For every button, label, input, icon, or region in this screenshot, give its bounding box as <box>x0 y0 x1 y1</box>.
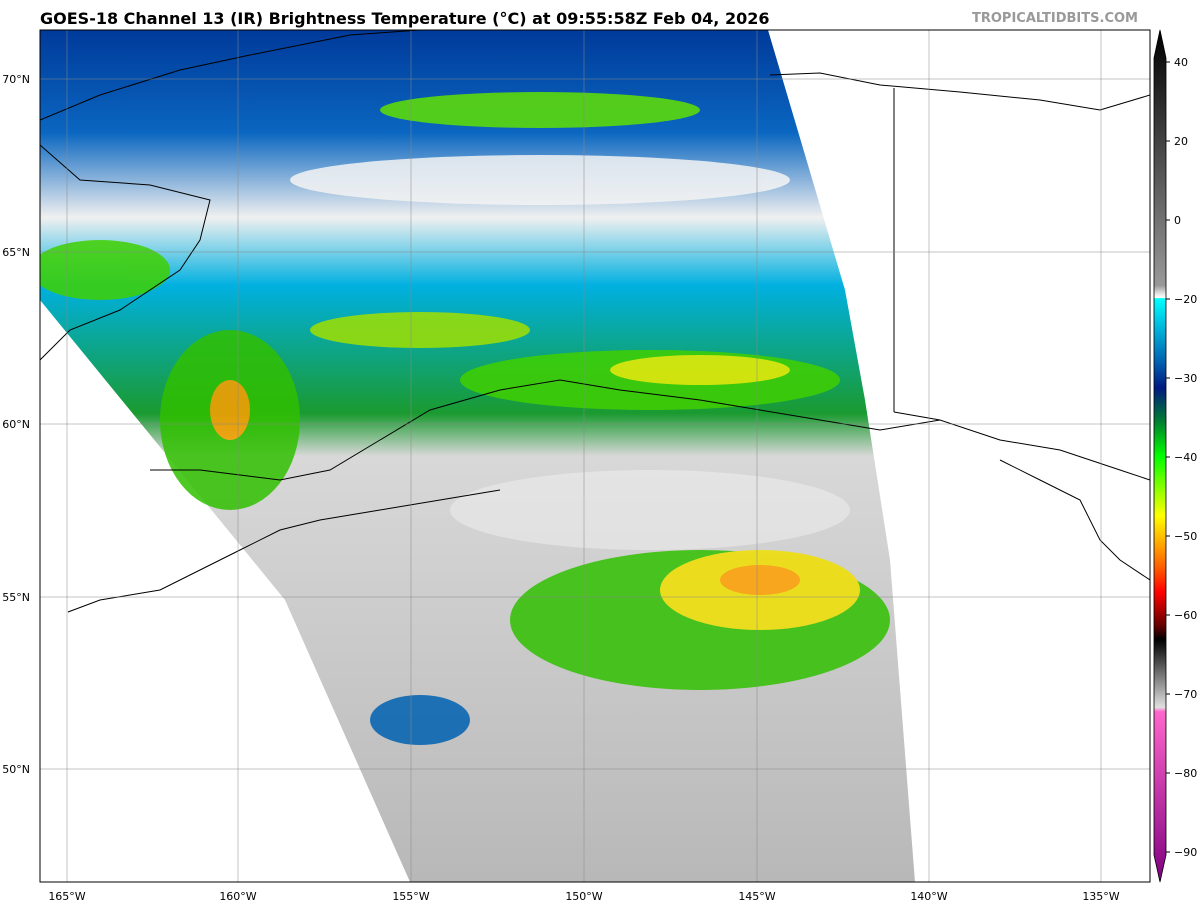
colorbar-tick: −60 <box>1174 609 1197 622</box>
colorbar-tick: −50 <box>1174 530 1197 543</box>
lon-label: 155°W <box>392 890 429 903</box>
watermark: TROPICALTIDBITS.COM <box>972 11 1138 26</box>
lon-label: 135°W <box>1082 890 1119 903</box>
map-title: GOES-18 Channel 13 (IR) Brightness Tempe… <box>40 9 770 28</box>
gridlines <box>40 30 1150 882</box>
latitude-labels: 70°N 65°N 60°N 55°N 50°N <box>2 73 30 776</box>
colorbar: 40 20 0 −20 −30 −40 −50 −60 −70 −80 −90 <box>1153 29 1197 883</box>
cloud-features <box>40 92 890 745</box>
colorbar-tick: −30 <box>1174 372 1197 385</box>
longitude-labels: 165°W 160°W 155°W 150°W 145°W 140°W 135°… <box>48 890 1119 903</box>
plot-frame <box>39 29 1151 883</box>
lon-label: 165°W <box>48 890 85 903</box>
lat-label: 65°N <box>2 246 30 259</box>
colorbar-scale <box>1153 29 1167 883</box>
colorbar-tick: −70 <box>1174 688 1197 701</box>
colorbar-tick: −40 <box>1174 451 1197 464</box>
lat-label: 60°N <box>2 418 30 431</box>
lat-label: 70°N <box>2 73 30 86</box>
lon-label: 145°W <box>738 890 775 903</box>
colorbar-tick: −20 <box>1174 293 1197 306</box>
colorbar-tick: −90 <box>1174 846 1197 859</box>
colorbar-tick: −80 <box>1174 767 1197 780</box>
coastlines <box>40 30 1150 613</box>
lon-label: 150°W <box>565 890 602 903</box>
lon-label: 140°W <box>910 890 947 903</box>
colorbar-tick: 0 <box>1174 214 1181 227</box>
lat-label: 50°N <box>2 763 30 776</box>
lat-label: 55°N <box>2 591 30 604</box>
colorbar-tick: 40 <box>1174 56 1188 69</box>
colorbar-tick: 20 <box>1174 135 1188 148</box>
lon-label: 160°W <box>219 890 256 903</box>
